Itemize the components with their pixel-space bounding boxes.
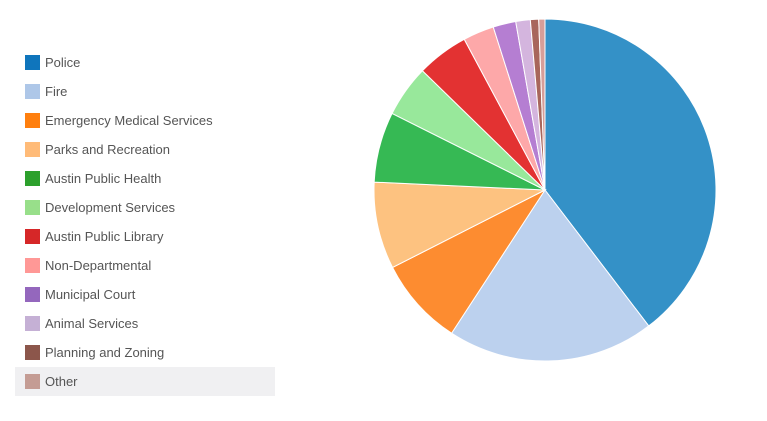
- legend-swatch: [25, 229, 40, 244]
- legend-swatch: [25, 55, 40, 70]
- legend-label: Municipal Court: [45, 287, 136, 302]
- legend-label: Austin Public Library: [45, 229, 164, 244]
- legend-item[interactable]: Austin Public Health: [15, 164, 275, 193]
- legend-label: Fire: [45, 84, 68, 99]
- pie-slice[interactable]: [538, 18, 546, 191]
- pie-slice[interactable]: [373, 181, 547, 269]
- legend-swatch: [25, 171, 40, 186]
- legend-swatch: [25, 84, 40, 99]
- pie-slice[interactable]: [450, 189, 650, 362]
- legend-label: Emergency Medical Services: [45, 113, 213, 128]
- legend-item[interactable]: Fire: [15, 77, 275, 106]
- legend-label: Other: [45, 374, 78, 389]
- legend-swatch: [25, 345, 40, 360]
- legend-item[interactable]: Police: [15, 48, 275, 77]
- legend-item[interactable]: Other: [15, 367, 275, 396]
- legend-label: Planning and Zoning: [45, 345, 165, 360]
- legend-swatch: [25, 287, 40, 302]
- legend-label: Parks and Recreation: [45, 142, 171, 157]
- legend-item[interactable]: Animal Services: [15, 309, 275, 338]
- legend-label: Austin Public Health: [45, 171, 162, 186]
- legend-label: Non-Departmental: [45, 258, 152, 273]
- legend-item[interactable]: Austin Public Library: [15, 222, 275, 251]
- legend-item[interactable]: Development Services: [15, 193, 275, 222]
- legend-swatch: [25, 200, 40, 215]
- legend-item[interactable]: Emergency Medical Services: [15, 106, 275, 135]
- legend-label: Development Services: [45, 200, 176, 215]
- legend-label: Police: [45, 55, 81, 70]
- legend-swatch: [25, 258, 40, 273]
- legend-label: Animal Services: [45, 316, 139, 331]
- pie-slice[interactable]: [544, 18, 717, 327]
- legend-swatch: [25, 142, 40, 157]
- legend-item[interactable]: Parks and Recreation: [15, 135, 275, 164]
- legend-item[interactable]: Non-Departmental: [15, 251, 275, 280]
- legend-item[interactable]: Municipal Court: [15, 280, 275, 309]
- pie-slice[interactable]: [391, 188, 547, 334]
- legend-swatch: [25, 374, 40, 389]
- legend-item[interactable]: Planning and Zoning: [15, 338, 275, 367]
- legend-swatch: [25, 113, 40, 128]
- legend-swatch: [25, 316, 40, 331]
- chart-legend: Police Fire Emergency Medical Services Park…: [15, 48, 275, 396]
